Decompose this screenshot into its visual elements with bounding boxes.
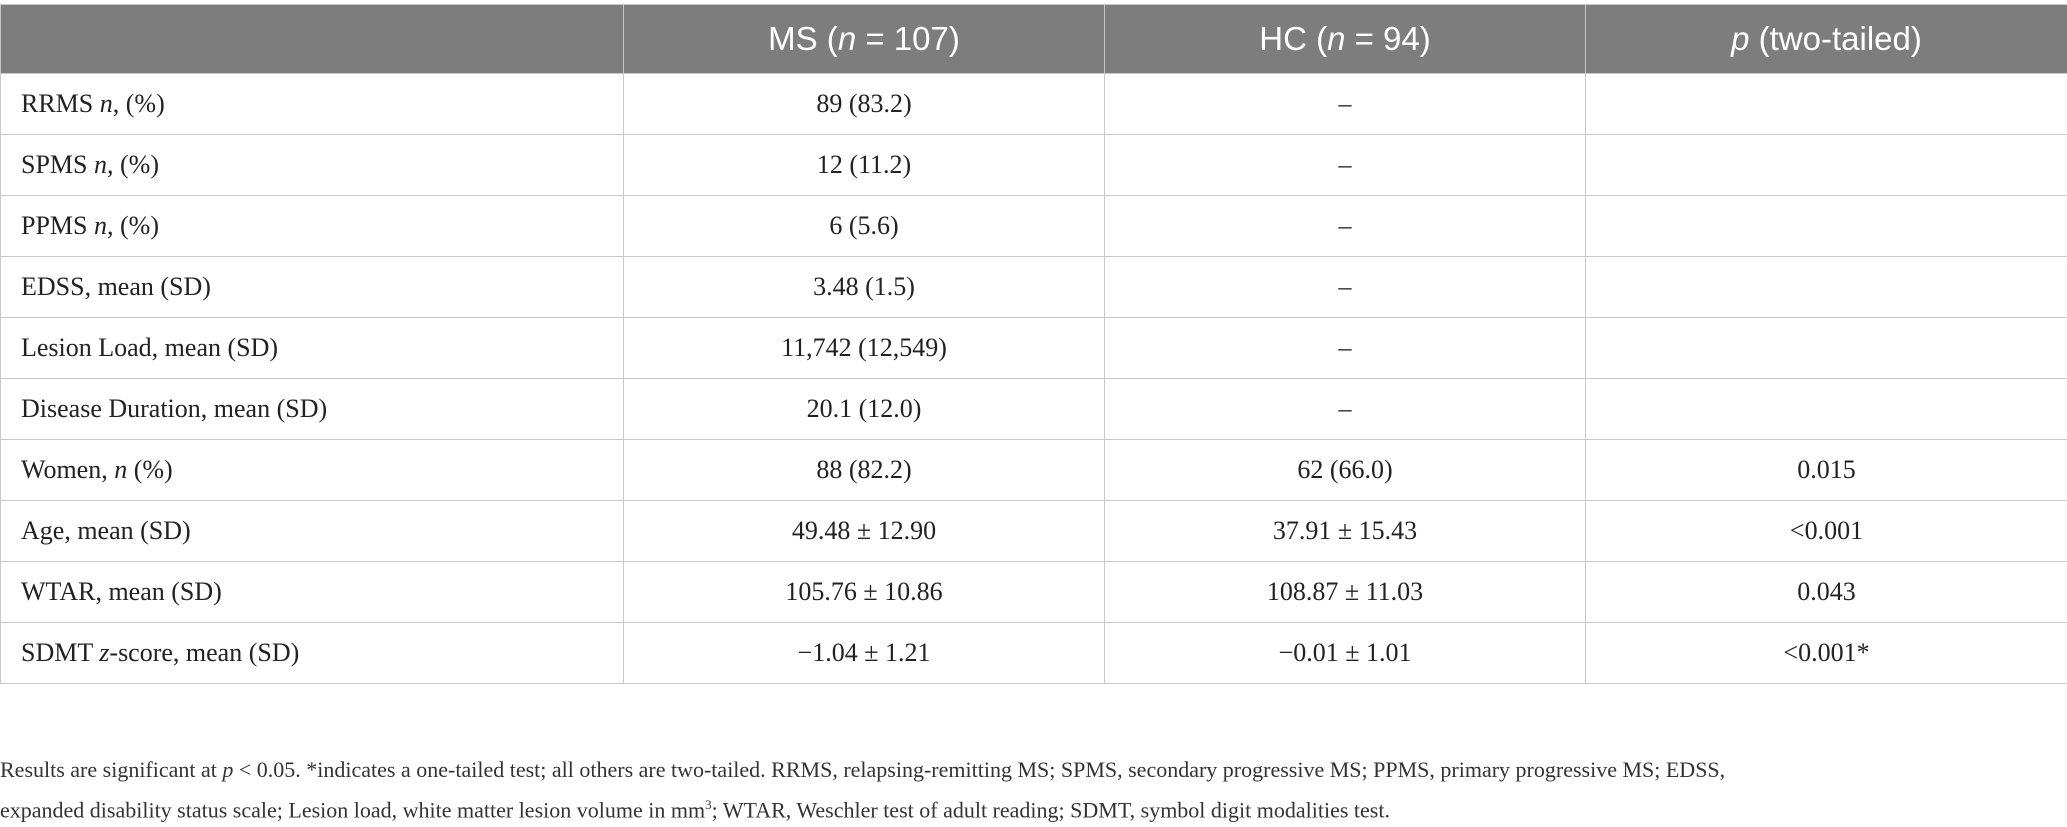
p-value bbox=[1585, 317, 2067, 379]
hc-value: – bbox=[1104, 378, 1586, 440]
hc-value: −0.01 ± 1.01 bbox=[1104, 622, 1586, 684]
footnote-line-2: expanded disability status scale; Lesion… bbox=[0, 797, 1390, 823]
ms-value: 20.1 (12.0) bbox=[623, 378, 1105, 440]
header-cell-ms: MS (n = 107) bbox=[623, 4, 1105, 74]
p-value bbox=[1585, 195, 2067, 257]
table-row: WTAR, mean (SD) 105.76 ± 10.86 108.87 ± … bbox=[0, 561, 2067, 623]
row-label: WTAR, mean (SD) bbox=[0, 561, 624, 623]
p-value: 0.015 bbox=[1585, 439, 2067, 501]
table-row: Age, mean (SD) 49.48 ± 12.90 37.91 ± 15.… bbox=[0, 500, 2067, 562]
table-header-row: MS (n = 107) HC (n = 94) p (two-tailed) bbox=[0, 4, 2067, 74]
table-row: PPMS n, (%) 6 (5.6) – bbox=[0, 195, 2067, 257]
row-label: PPMS n, (%) bbox=[0, 195, 624, 257]
table-footnote: Results are significant at p < 0.05. *in… bbox=[0, 752, 2067, 827]
table-row: Lesion Load, mean (SD) 11,742 (12,549) – bbox=[0, 317, 2067, 379]
ms-value: 6 (5.6) bbox=[623, 195, 1105, 257]
hc-value: 108.87 ± 11.03 bbox=[1104, 561, 1586, 623]
p-value bbox=[1585, 134, 2067, 196]
ms-value: 3.48 (1.5) bbox=[623, 256, 1105, 318]
ms-value: 49.48 ± 12.90 bbox=[623, 500, 1105, 562]
row-label: Age, mean (SD) bbox=[0, 500, 624, 562]
row-label: EDSS, mean (SD) bbox=[0, 256, 624, 318]
table-row: EDSS, mean (SD) 3.48 (1.5) – bbox=[0, 256, 2067, 318]
p-value bbox=[1585, 378, 2067, 440]
hc-value: – bbox=[1104, 195, 1586, 257]
ms-value: 88 (82.2) bbox=[623, 439, 1105, 501]
header-cell-p: p (two-tailed) bbox=[1585, 4, 2067, 74]
p-value: 0.043 bbox=[1585, 561, 2067, 623]
hc-value: – bbox=[1104, 73, 1586, 135]
row-label: Disease Duration, mean (SD) bbox=[0, 378, 624, 440]
header-cell-label bbox=[0, 4, 624, 74]
table-row: SDMT z-score, mean (SD) −1.04 ± 1.21 −0.… bbox=[0, 622, 2067, 684]
hc-value: – bbox=[1104, 134, 1586, 196]
hc-value: 37.91 ± 15.43 bbox=[1104, 500, 1586, 562]
row-label: SPMS n, (%) bbox=[0, 134, 624, 196]
table-row: SPMS n, (%) 12 (11.2) – bbox=[0, 134, 2067, 196]
demographics-table: MS (n = 107) HC (n = 94) p (two-tailed) … bbox=[0, 4, 2067, 684]
ms-value: 105.76 ± 10.86 bbox=[623, 561, 1105, 623]
table-row: Disease Duration, mean (SD) 20.1 (12.0) … bbox=[0, 378, 2067, 440]
table-row: RRMS n, (%) 89 (83.2) – bbox=[0, 73, 2067, 135]
ms-value: 11,742 (12,549) bbox=[623, 317, 1105, 379]
row-label: Lesion Load, mean (SD) bbox=[0, 317, 624, 379]
p-value bbox=[1585, 256, 2067, 318]
p-value: <0.001 bbox=[1585, 500, 2067, 562]
data-table-container: MS (n = 107) HC (n = 94) p (two-tailed) … bbox=[0, 4, 2067, 684]
ms-value: 89 (83.2) bbox=[623, 73, 1105, 135]
ms-value: −1.04 ± 1.21 bbox=[623, 622, 1105, 684]
ms-value: 12 (11.2) bbox=[623, 134, 1105, 196]
table-row: Women, n (%) 88 (82.2) 62 (66.0) 0.015 bbox=[0, 439, 2067, 501]
footnote-line-1: Results are significant at p < 0.05. *in… bbox=[0, 757, 1726, 782]
hc-value: – bbox=[1104, 317, 1586, 379]
p-value: <0.001* bbox=[1585, 622, 2067, 684]
hc-value: – bbox=[1104, 256, 1586, 318]
hc-value: 62 (66.0) bbox=[1104, 439, 1586, 501]
p-value bbox=[1585, 73, 2067, 135]
row-label: SDMT z-score, mean (SD) bbox=[0, 622, 624, 684]
header-cell-hc: HC (n = 94) bbox=[1104, 4, 1586, 74]
row-label: Women, n (%) bbox=[0, 439, 624, 501]
row-label: RRMS n, (%) bbox=[0, 73, 624, 135]
